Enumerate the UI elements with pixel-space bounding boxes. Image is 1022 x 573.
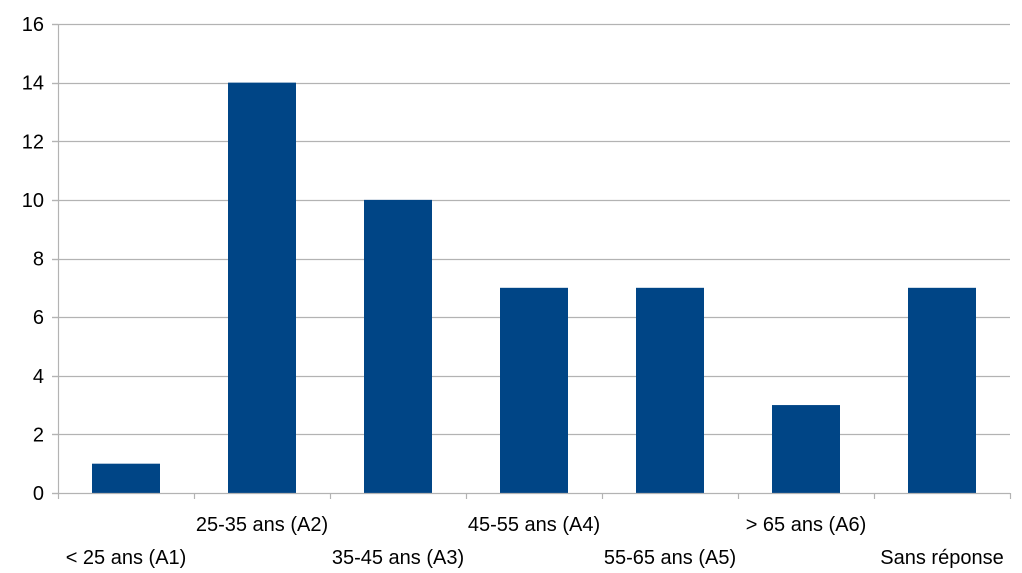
y-tick-label: 8 <box>33 249 44 271</box>
y-tick-labels: 0 2 4 6 8 10 12 14 16 <box>22 14 44 505</box>
bar-2 <box>228 82 296 493</box>
y-tick-label: 14 <box>22 73 44 95</box>
x-tick-label: 25-35 ans (A2) <box>196 514 328 536</box>
x-tick-label: > 65 ans (A6) <box>746 514 867 536</box>
x-tick-label: Sans réponse <box>880 547 1003 569</box>
x-tick-label: < 25 ans (A1) <box>66 547 187 569</box>
axes <box>52 23 1012 499</box>
x-tick-labels: < 25 ans (A1) 25-35 ans (A2)35-45 ans (A3… <box>66 514 1004 569</box>
x-tick-label: 55-65 ans (A5) <box>604 547 736 569</box>
y-tick-label: 10 <box>22 190 44 212</box>
y-tick-label: 6 <box>33 307 44 329</box>
bar-7 <box>908 287 976 493</box>
bar-5 <box>636 287 704 493</box>
x-tick-label: 35-45 ans (A3) <box>332 547 464 569</box>
y-tick-label: 0 <box>33 483 44 505</box>
bar-4 <box>500 287 568 493</box>
y-tick-label: 16 <box>22 14 44 36</box>
bar-1 <box>92 463 160 493</box>
bar-3 <box>364 199 432 493</box>
bar-6 <box>772 405 840 493</box>
bars <box>92 82 976 493</box>
y-tick-label: 4 <box>33 366 44 388</box>
y-tick-label: 2 <box>33 424 44 446</box>
x-tick-label: 45-55 ans (A4) <box>468 514 600 536</box>
y-tick-label: 12 <box>22 131 44 153</box>
